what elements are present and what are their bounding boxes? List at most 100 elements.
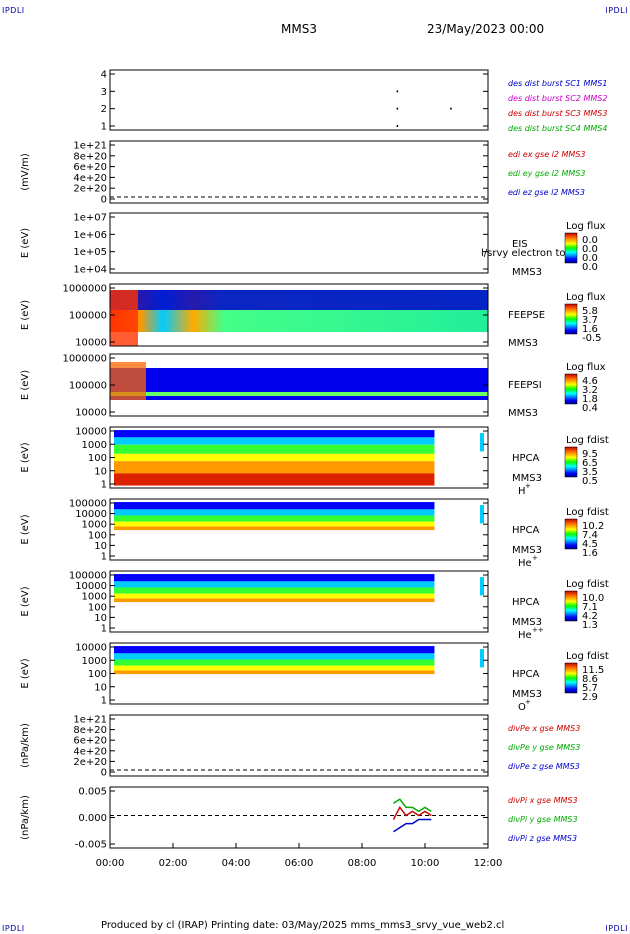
panel-feepse: 1000000 100000 10000 E (eV) FEEPSE MMS3 Log fl… (20, 283, 606, 349)
divpi-series-line (392, 805, 432, 820)
y-tick-label: 100000 (69, 381, 107, 392)
divpi-frame (109, 786, 489, 849)
colorbar-title: Log flux (566, 362, 606, 373)
y-tick-label: 8e+20 (73, 725, 107, 736)
feepse-high-energy-band (110, 290, 488, 310)
spacecraft-label: MMS3 (512, 617, 542, 628)
y-tick-label: 2 (101, 104, 107, 115)
spacecraft-label: MMS3 (512, 473, 542, 484)
y-tick-label: 1000 (82, 592, 107, 603)
y-tick-label: 0.005 (78, 787, 107, 798)
colorbar (564, 303, 578, 335)
y-tick-label: 4 (101, 70, 107, 81)
y-tick-label: 10 (94, 682, 107, 693)
charge-label: ++ (532, 626, 544, 634)
y-tick-label: 6e+20 (73, 162, 107, 173)
legend-entry: divPe z gse MMS3 (508, 762, 580, 771)
legend-entry: divPe x gse MMS3 (508, 724, 580, 733)
y-tick-label: 100 (88, 530, 107, 541)
y-tick-label: 0.000 (78, 813, 107, 824)
colorbar-value: 11.5 (582, 665, 604, 676)
burst-frame (109, 69, 489, 131)
colorbar-title: Log flux (566, 292, 606, 303)
y-axis-label: (nPa/km) (20, 795, 31, 840)
panel-divpi: 0.005 0.000 -0.005 (nPa/km) divPi x gse MMS3… (20, 786, 578, 851)
y-tick-label: 1e+21 (73, 141, 107, 152)
y-axis-label: E (eV) (20, 228, 31, 258)
y-tick-label: 10000 (75, 408, 107, 419)
colorbar-value: 3.7 (582, 315, 598, 326)
colorbar-value: 7.1 (582, 602, 598, 613)
colorbar-value: 1.8 (582, 394, 598, 405)
colorbar-value: 5.7 (582, 683, 598, 694)
species-label: O (518, 702, 526, 713)
y-tick-label: 100 (88, 669, 107, 680)
spacecraft-title: MMS3 (281, 22, 317, 36)
legend-entry: des dist burst SC3 MMS3 (508, 109, 607, 118)
colorbar-value: 6.5 (582, 458, 598, 469)
legend-entry: des dist burst SC2 MMS2 (508, 94, 607, 103)
colorbar-value: 4.6 (582, 376, 598, 387)
x-tick-label: 12:00 (474, 858, 503, 869)
charge-label: + (525, 698, 531, 706)
y-tick-label: 100 (88, 602, 107, 613)
legend-entry: des dist burst SC4 MMS4 (508, 124, 607, 133)
y-tick-label: 4e+20 (73, 746, 107, 757)
y-tick-label: 10 (94, 541, 107, 552)
x-tick-label: 08:00 (348, 858, 377, 869)
spacecraft-label: MMS3 (508, 338, 538, 349)
legend-entry: divPi y gse MMS3 (508, 815, 578, 824)
y-tick-label: 100000 (69, 311, 107, 322)
legend-entry: edi ez gse l2 MMS3 (508, 188, 585, 197)
y-tick-label: 10000 (75, 427, 107, 438)
colorbar-value: 1.6 (582, 324, 598, 335)
y-axis-label: (mV/m) (20, 153, 31, 191)
colorbar-value: 0.0 (582, 262, 598, 273)
instrument-label: HPCA (512, 669, 540, 680)
y-axis-label: E (eV) (20, 300, 31, 330)
spacecraft-label: MMS3 (512, 689, 542, 700)
y-tick-label: 1e+06 (73, 230, 107, 241)
burst-mark (396, 107, 399, 110)
colorbar-value: 0.0 (582, 253, 598, 264)
y-tick-label: 2e+20 (73, 757, 107, 768)
y-axis-label: (nPa/km) (20, 723, 31, 768)
colorbar-title: Log fdist (566, 651, 609, 662)
date-title: 23/May/2023 00:00 (427, 22, 545, 36)
instrument-label: HPCA (512, 597, 540, 608)
x-tick-label: 00:00 (96, 858, 125, 869)
hpca-he-spectrogram (114, 502, 484, 531)
instrument-label: FEEPSE (508, 310, 545, 321)
colorbar-value: 0.4 (582, 403, 598, 414)
corner-label-bottom-left: IPDLI (2, 924, 25, 933)
y-tick-label: 0 (101, 768, 107, 779)
corner-label-bottom-right: IPDLI (605, 924, 628, 933)
burst-mark (396, 90, 399, 93)
colorbar (564, 373, 578, 405)
colorbar-value: 4.2 (582, 611, 598, 622)
species-label: He (518, 630, 532, 641)
y-tick-label: 10000 (75, 338, 107, 349)
x-tick-label: 04:00 (222, 858, 251, 869)
y-tick-label: 0 (101, 195, 107, 206)
y-tick-label: 10000 (75, 643, 107, 654)
y-tick-label: 10 (94, 466, 107, 477)
spacecraft-label: MMS3 (508, 408, 538, 419)
legend-entry: edi ex gse l2 MMS3 (508, 150, 586, 159)
panel-feepsi: 1000000 100000 10000 E (eV) FEEPSI MMS3 Log fl… (20, 353, 606, 419)
hpca-h-spectrogram (114, 430, 484, 486)
y-tick-label: 10000 (75, 509, 107, 520)
colorbar-value: 0.5 (582, 476, 598, 487)
colorbar-value: 3.2 (582, 385, 598, 396)
colorbar (564, 232, 578, 264)
burst-mark (450, 107, 452, 110)
corner-label-top-left: IPDLI (2, 6, 25, 15)
y-tick-label: 100 (88, 453, 107, 464)
y-tick-label: 1 (101, 480, 107, 491)
legend-entry: divPi z gse MMS3 (508, 834, 577, 843)
colorbar-value: 1.6 (582, 548, 598, 559)
hpca-he-frame (109, 498, 489, 561)
